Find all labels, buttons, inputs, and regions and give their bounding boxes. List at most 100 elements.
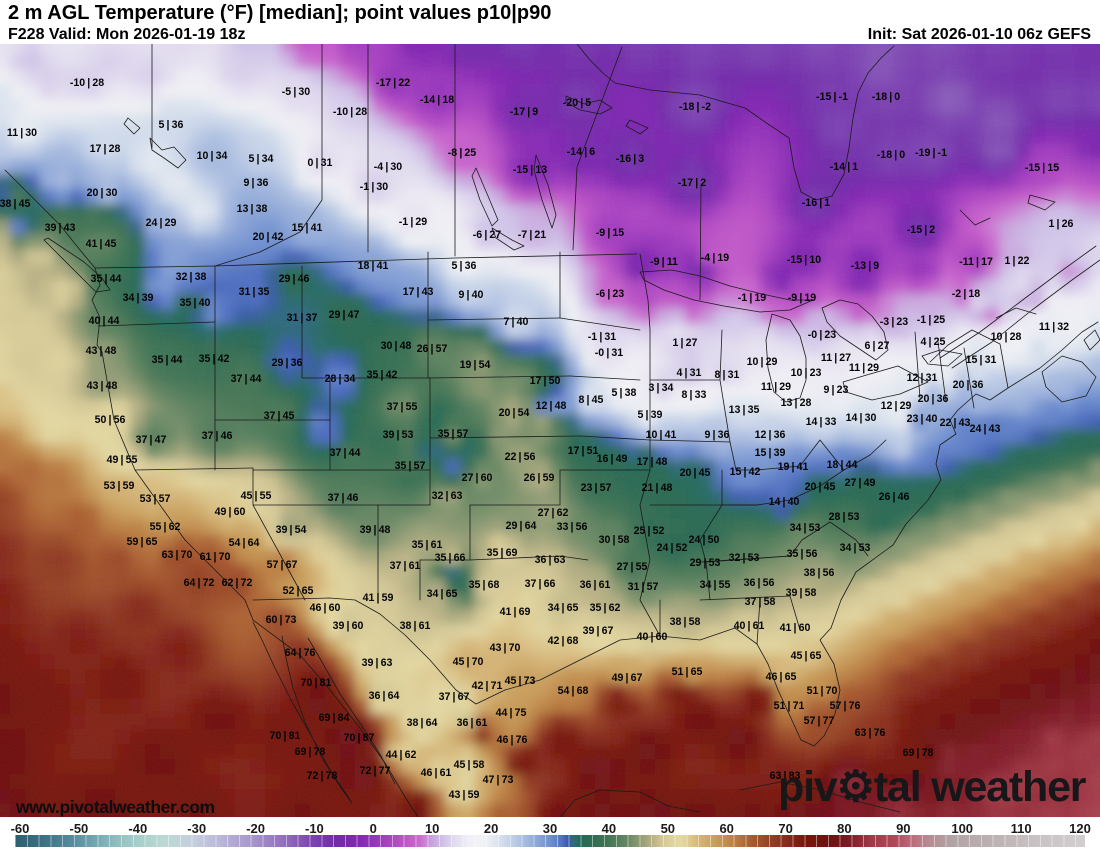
svg-text:21 | 48: 21 | 48 — [642, 482, 673, 494]
svg-text:34 | 65: 34 | 65 — [427, 588, 458, 600]
svg-text:70 | 81: 70 | 81 — [270, 730, 301, 742]
svg-text:33 | 56: 33 | 56 — [557, 521, 588, 533]
svg-text:9 | 40: 9 | 40 — [459, 289, 484, 301]
svg-text:-4 | 30: -4 | 30 — [374, 161, 403, 173]
svg-text:-3 | 23: -3 | 23 — [880, 316, 909, 328]
svg-text:69 | 78: 69 | 78 — [295, 746, 326, 758]
svg-text:1 | 26: 1 | 26 — [1049, 218, 1074, 230]
svg-text:37 | 44: 37 | 44 — [231, 373, 262, 385]
svg-text:29 | 36: 29 | 36 — [272, 357, 303, 369]
svg-text:11 | 29: 11 | 29 — [761, 381, 791, 393]
svg-text:45 | 65: 45 | 65 — [791, 650, 822, 662]
svg-text:27 | 60: 27 | 60 — [462, 472, 493, 484]
svg-text:72 | 77: 72 | 77 — [360, 765, 391, 777]
svg-text:8 | 45: 8 | 45 — [579, 394, 604, 406]
svg-text:35 | 57: 35 | 57 — [395, 460, 426, 472]
svg-text:31 | 37: 31 | 37 — [287, 312, 318, 324]
svg-text:57 | 77: 57 | 77 — [804, 715, 835, 727]
svg-text:29 | 46: 29 | 46 — [279, 273, 310, 285]
svg-text:20 | 30: 20 | 30 — [87, 187, 118, 199]
svg-text:15 | 39: 15 | 39 — [755, 447, 786, 459]
svg-text:9 | 36: 9 | 36 — [705, 429, 730, 441]
svg-text:24 | 50: 24 | 50 — [689, 534, 720, 546]
svg-text:38 | 58: 38 | 58 — [670, 616, 701, 628]
svg-text:5 | 36: 5 | 36 — [159, 119, 184, 131]
svg-text:41 | 45: 41 | 45 — [86, 238, 117, 250]
svg-text:28 | 53: 28 | 53 — [829, 511, 860, 523]
svg-text:14 | 33: 14 | 33 — [806, 416, 837, 428]
svg-text:37 | 61: 37 | 61 — [390, 560, 421, 572]
svg-text:63 | 83: 63 | 83 — [770, 770, 801, 782]
svg-text:15 | 31: 15 | 31 — [966, 354, 997, 366]
svg-text:37 | 47: 37 | 47 — [136, 434, 167, 446]
svg-text:64 | 76: 64 | 76 — [285, 647, 316, 659]
svg-text:20 | 42: 20 | 42 — [253, 231, 284, 243]
svg-text:49 | 55: 49 | 55 — [107, 454, 138, 466]
svg-text:37 | 58: 37 | 58 — [745, 596, 776, 608]
svg-text:17 | 28: 17 | 28 — [90, 143, 121, 155]
svg-text:24 | 52: 24 | 52 — [657, 542, 688, 554]
svg-text:63 | 70: 63 | 70 — [162, 549, 193, 561]
svg-text:72 | 78: 72 | 78 — [307, 770, 338, 782]
svg-text:16 | 49: 16 | 49 — [597, 453, 628, 465]
svg-text:55 | 62: 55 | 62 — [150, 521, 181, 533]
svg-text:35 | 68: 35 | 68 — [469, 579, 500, 591]
svg-text:27 | 49: 27 | 49 — [845, 477, 876, 489]
svg-text:-17 | 2: -17 | 2 — [678, 177, 707, 189]
svg-text:41 | 60: 41 | 60 — [780, 622, 811, 634]
svg-text:15 | 42: 15 | 42 — [730, 466, 761, 478]
svg-text:44 | 75: 44 | 75 — [496, 707, 527, 719]
svg-text:17 | 48: 17 | 48 — [637, 456, 668, 468]
svg-text:-17 | 9: -17 | 9 — [510, 106, 539, 118]
svg-text:63 | 76: 63 | 76 — [855, 727, 886, 739]
svg-text:-15 | 15: -15 | 15 — [1025, 162, 1059, 174]
svg-text:27 | 55: 27 | 55 — [617, 561, 648, 573]
svg-text:69 | 78: 69 | 78 — [903, 747, 934, 759]
svg-text:9 | 23: 9 | 23 — [824, 384, 849, 396]
svg-text:20 | 45: 20 | 45 — [680, 467, 711, 479]
svg-text:43 | 59: 43 | 59 — [449, 789, 480, 801]
svg-text:17 | 50: 17 | 50 — [530, 375, 561, 387]
svg-text:46 | 60: 46 | 60 — [310, 602, 341, 614]
svg-text:-10 | 28: -10 | 28 — [70, 77, 104, 89]
svg-text:20 | 36: 20 | 36 — [953, 379, 984, 391]
svg-text:-9 | 11: -9 | 11 — [650, 256, 678, 268]
svg-text:34 | 39: 34 | 39 — [123, 292, 154, 304]
svg-text:43 | 70: 43 | 70 — [490, 642, 521, 654]
svg-text:5 | 38: 5 | 38 — [612, 387, 637, 399]
svg-text:36 | 61: 36 | 61 — [580, 579, 611, 591]
svg-text:35 | 42: 35 | 42 — [367, 369, 398, 381]
svg-text:-16 | 1: -16 | 1 — [802, 197, 831, 209]
svg-text:38 | 64: 38 | 64 — [407, 717, 438, 729]
svg-text:4 | 31: 4 | 31 — [677, 367, 702, 379]
svg-text:39 | 67: 39 | 67 — [583, 625, 614, 637]
svg-text:13 | 38: 13 | 38 — [237, 203, 268, 215]
svg-text:29 | 47: 29 | 47 — [329, 309, 360, 321]
svg-text:45 | 55: 45 | 55 — [241, 490, 272, 502]
svg-text:24 | 29: 24 | 29 — [146, 217, 177, 229]
svg-text:10 | 29: 10 | 29 — [747, 356, 778, 368]
svg-text:23 | 57: 23 | 57 — [581, 482, 612, 494]
svg-text:42 | 71: 42 | 71 — [472, 680, 503, 692]
svg-text:-15 | 2: -15 | 2 — [907, 224, 936, 236]
svg-text:53 | 57: 53 | 57 — [140, 493, 171, 505]
svg-text:61 | 70: 61 | 70 — [200, 551, 231, 563]
svg-text:-10 | 28: -10 | 28 — [333, 106, 367, 118]
svg-text:29 | 53: 29 | 53 — [690, 557, 721, 569]
svg-text:-5 | 30: -5 | 30 — [282, 86, 311, 98]
svg-text:18 | 44: 18 | 44 — [827, 459, 858, 471]
svg-text:-18 | 0: -18 | 0 — [877, 149, 906, 161]
svg-text:13 | 28: 13 | 28 — [781, 397, 812, 409]
svg-text:37 | 67: 37 | 67 — [439, 691, 470, 703]
svg-text:64 | 72: 64 | 72 — [184, 577, 215, 589]
svg-text:4 | 25: 4 | 25 — [921, 336, 946, 348]
svg-text:-2 | 18: -2 | 18 — [952, 288, 981, 300]
svg-text:35 | 61: 35 | 61 — [412, 539, 443, 551]
svg-text:51 | 65: 51 | 65 — [672, 666, 703, 678]
svg-text:10 | 34: 10 | 34 — [197, 150, 228, 162]
svg-text:-1 | 29: -1 | 29 — [399, 216, 428, 228]
svg-text:-0 | 31: -0 | 31 — [595, 347, 624, 359]
svg-text:-13 | 9: -13 | 9 — [851, 260, 880, 272]
svg-text:51 | 70: 51 | 70 — [807, 685, 838, 697]
svg-text:46 | 65: 46 | 65 — [766, 671, 797, 683]
